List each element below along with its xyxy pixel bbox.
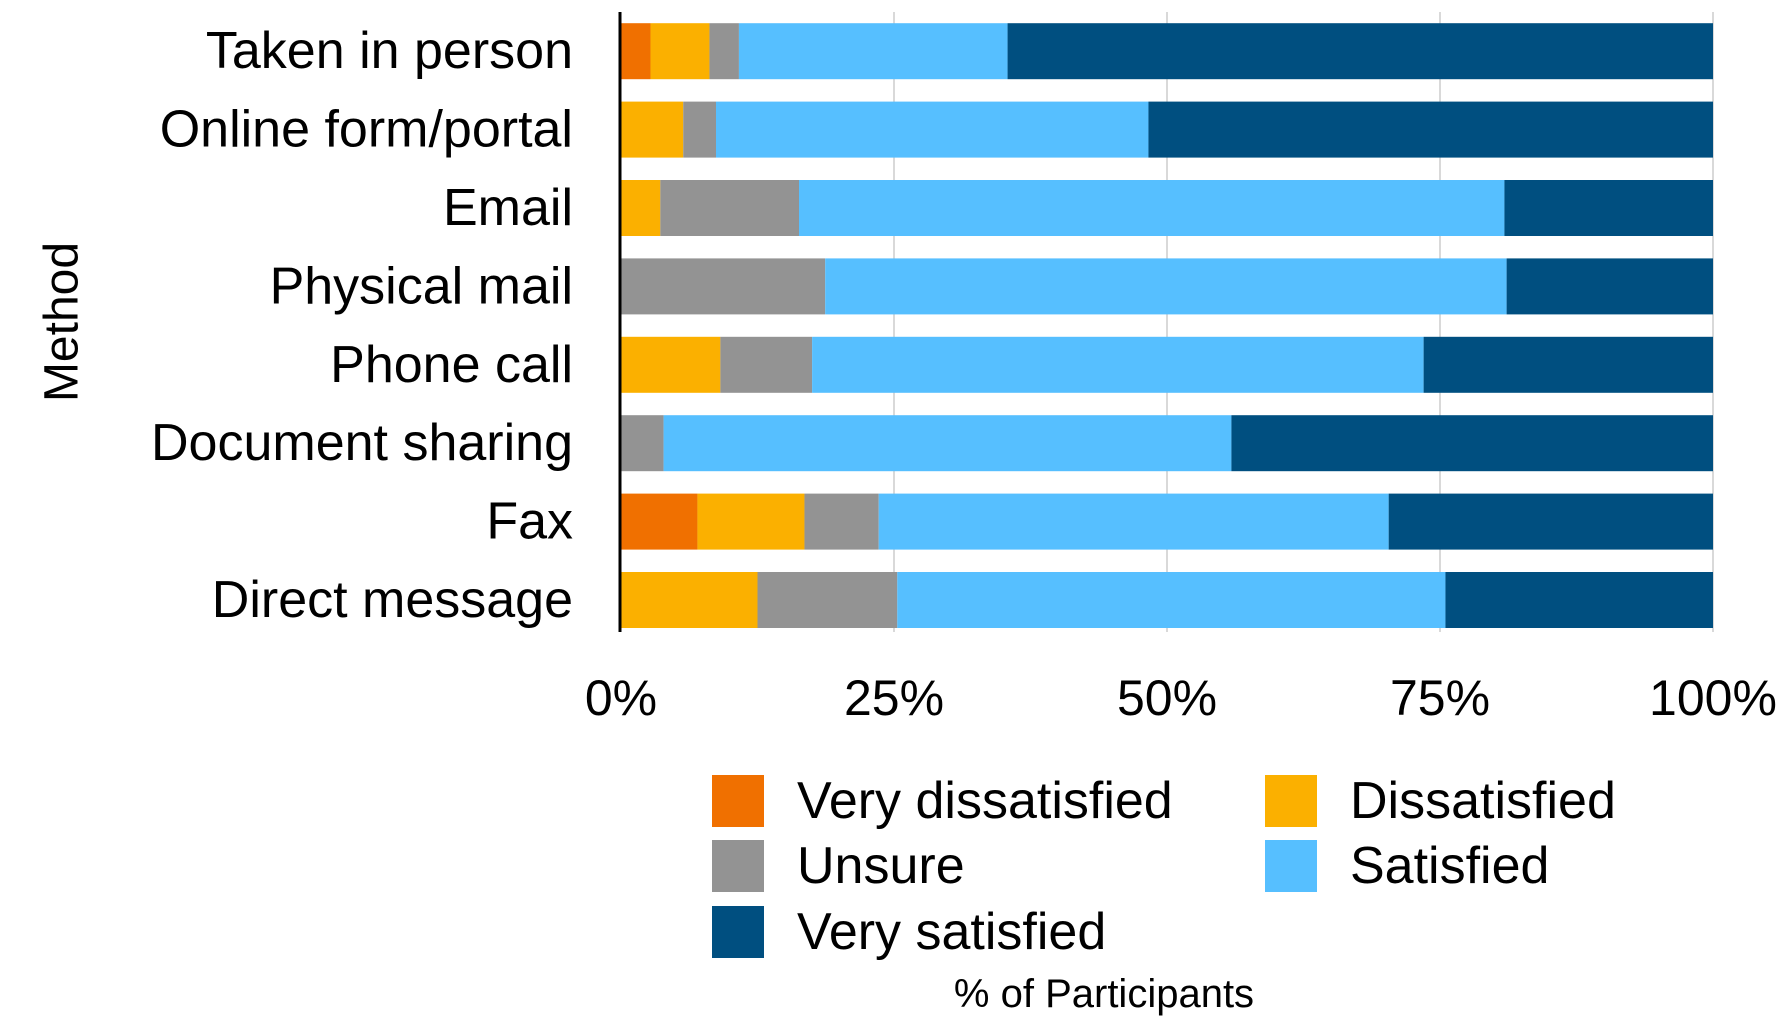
bar-segment: [738, 23, 1008, 80]
bar-segment: [663, 415, 1232, 472]
legend-swatch: [1265, 775, 1317, 827]
bar-segment: [825, 258, 1507, 315]
category-label: Taken in person: [206, 22, 573, 80]
x-tick-label: 0%: [585, 670, 657, 726]
legend-label: Satisfied: [1350, 837, 1549, 895]
bar-segment: [621, 23, 651, 80]
bar-segment: [621, 572, 758, 628]
bar-segment: [660, 180, 799, 236]
legend-swatch: [712, 775, 764, 827]
bar-segment: [1388, 493, 1713, 550]
legend: Very dissatisfied Dissatisfied Unsure Satis…: [712, 772, 1616, 961]
bar-segment: [621, 493, 698, 550]
bar-segment: [757, 572, 898, 628]
bar-segment: [1231, 415, 1713, 472]
bar-segment: [878, 493, 1389, 550]
bar-segment: [697, 493, 805, 550]
x-tick-label: 75%: [1390, 670, 1490, 726]
bar-segment: [683, 101, 717, 158]
category-label: Online form/portal: [160, 101, 573, 159]
category-labels: Taken in person Online form/portal Email Ph…: [151, 22, 573, 629]
category-label: Email: [443, 179, 573, 237]
x-tick-label: 50%: [1117, 670, 1217, 726]
legend-swatch: [712, 906, 764, 958]
category-label: Fax: [486, 493, 573, 551]
category-label: Direct message: [212, 571, 573, 629]
legend-label: Very dissatisfied: [797, 772, 1173, 830]
bar-segment: [621, 415, 664, 472]
bar-segment: [897, 572, 1446, 628]
bar-segment: [709, 23, 739, 80]
bar-segment: [1148, 101, 1713, 158]
bar-series: [621, 23, 1713, 628]
x-axis-title: % of Participants: [954, 972, 1254, 1016]
bar-segment: [1506, 258, 1713, 315]
category-label: Document sharing: [151, 414, 573, 472]
legend-label: Unsure: [797, 837, 965, 895]
legend-label: Dissatisfied: [1350, 772, 1616, 830]
y-axis-title: Method: [36, 242, 89, 402]
x-tick-label: 25%: [844, 670, 944, 726]
bar-segment: [621, 101, 684, 158]
bar-segment: [812, 336, 1424, 393]
bar-segment: [1423, 336, 1713, 393]
bar-segment: [1504, 180, 1713, 236]
category-label: Phone call: [330, 336, 573, 394]
bar-segment: [1007, 23, 1713, 80]
bar-segment: [1445, 572, 1713, 628]
bar-segment: [621, 258, 826, 315]
bar-segment: [798, 180, 1505, 236]
bar-segment: [720, 336, 813, 393]
legend-swatch: [1265, 840, 1317, 892]
bar-segment: [621, 336, 721, 393]
category-label: Physical mail: [270, 257, 573, 315]
legend-label: Very satisfied: [797, 903, 1106, 961]
x-tick-label: 100%: [1649, 670, 1777, 726]
bar-segment: [621, 180, 661, 236]
bar-segment: [804, 493, 879, 550]
bar-segment: [650, 23, 710, 80]
bar-segment: [716, 101, 1149, 158]
legend-swatch: [712, 840, 764, 892]
x-tick-labels: 0% 25% 50% 75% 100%: [585, 670, 1777, 726]
